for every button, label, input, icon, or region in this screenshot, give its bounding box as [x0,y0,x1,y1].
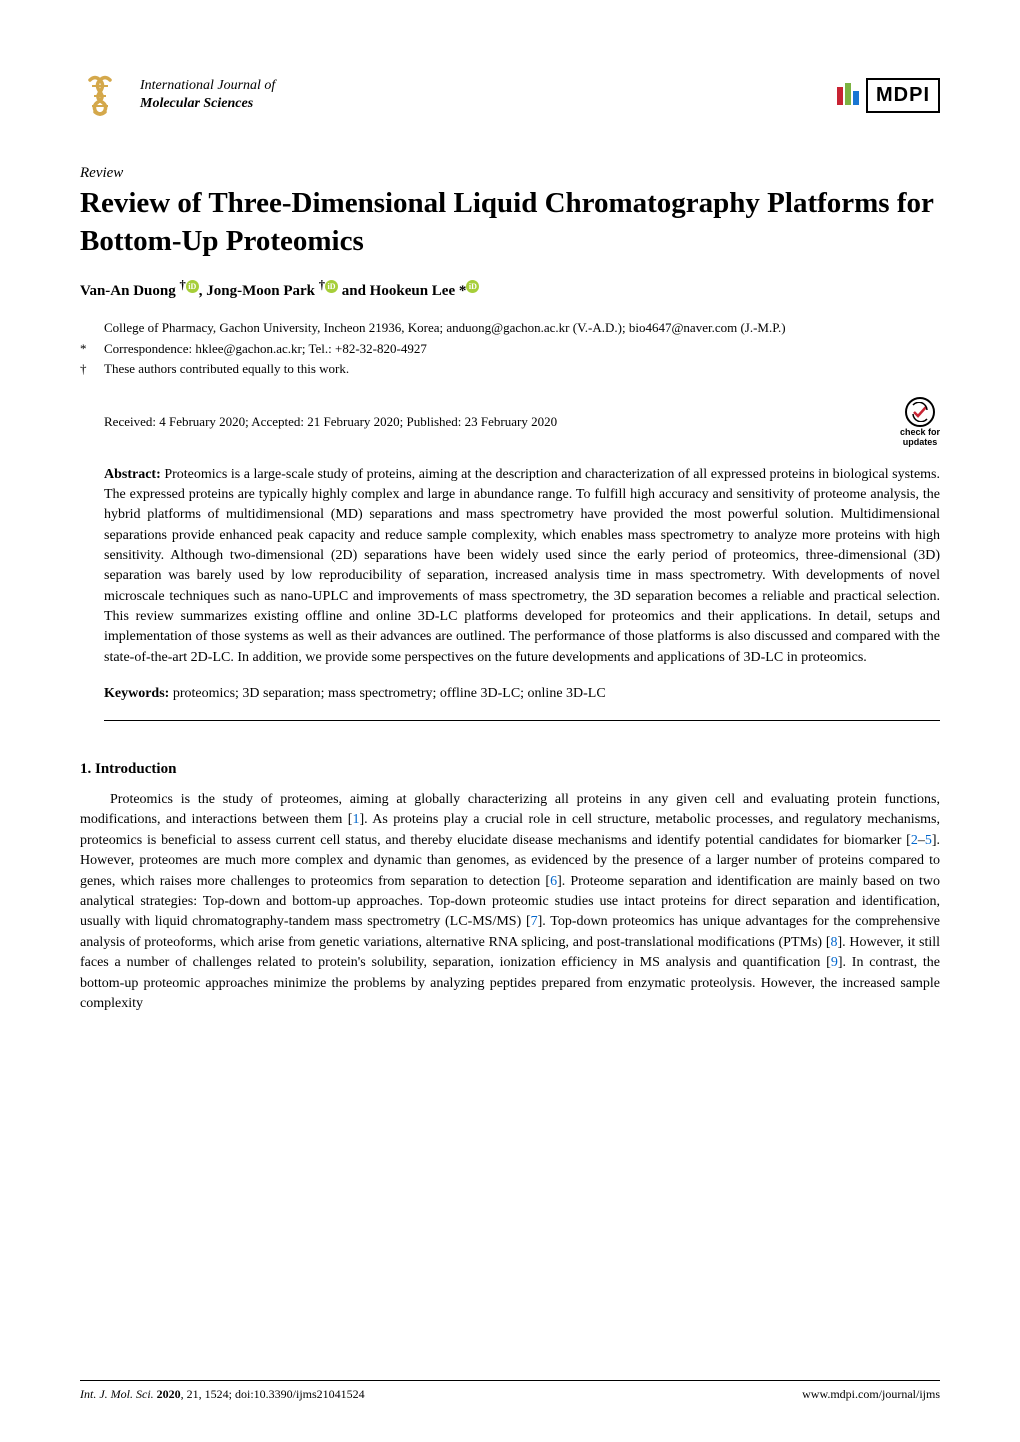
journal-line1: International Journal of [140,77,275,95]
authors: Van-An Duong †iD, Jong-Moon Park †iD and… [80,278,940,300]
footer: Int. J. Mol. Sci. 2020, 21, 1524; doi:10… [80,1380,940,1402]
citation-link[interactable]: 5 [925,833,932,848]
dates: Received: 4 February 2020; Accepted: 21 … [104,414,557,430]
abstract-text: Proteomics is a large-scale study of pro… [104,467,940,665]
section-title: 1. Introduction [80,761,940,778]
received-row: Received: 4 February 2020; Accepted: 21 … [80,397,940,447]
contributed-note: †These authors contributed equally to th… [104,359,940,379]
citation-link[interactable]: 8 [831,935,838,950]
mdpi-icon [833,81,861,109]
mdpi-text: MDPI [866,78,940,113]
citation-link[interactable]: 2 [911,833,918,848]
correspondence: *Correspondence: hklee@gachon.ac.kr; Tel… [104,339,940,359]
journal-info: International Journal of Molecular Scien… [80,70,275,120]
footer-citation: Int. J. Mol. Sci. 2020, 21, 1524; doi:10… [80,1387,365,1402]
journal-name: International Journal of Molecular Scien… [140,77,275,113]
keywords-label: Keywords: [104,686,169,701]
keywords: Keywords: proteomics; 3D separation; mas… [80,686,940,702]
journal-logo-icon [80,70,130,120]
publisher-logo: MDPI [833,78,940,113]
check-updates-badge[interactable]: check for updates [900,397,940,447]
abstract: Abstract: Proteomics is a large-scale st… [80,465,940,668]
orcid-icon: iD [466,280,479,293]
affiliation: College of Pharmacy, Gachon University, … [104,318,940,338]
intro-paragraph: Proteomics is the study of proteomes, ai… [80,790,940,1015]
article-type: Review [80,165,940,182]
header-row: International Journal of Molecular Scien… [80,70,940,120]
check-updates-icon [905,397,935,427]
footer-url: www.mdpi.com/journal/ijms [802,1387,940,1402]
article-title: Review of Three-Dimensional Liquid Chrom… [80,185,940,260]
divider [104,720,940,721]
affiliation-block: College of Pharmacy, Gachon University, … [80,318,940,379]
orcid-icon: iD [186,280,199,293]
journal-line2: Molecular Sciences [140,95,275,113]
check-updates-line1: check for [900,427,940,437]
keywords-text: proteomics; 3D separation; mass spectrom… [173,686,606,701]
citation-link[interactable]: 7 [531,914,538,929]
check-updates-line2: updates [903,437,938,447]
citation-link[interactable]: 9 [831,955,838,970]
abstract-label: Abstract: [104,467,161,482]
orcid-icon: iD [325,280,338,293]
